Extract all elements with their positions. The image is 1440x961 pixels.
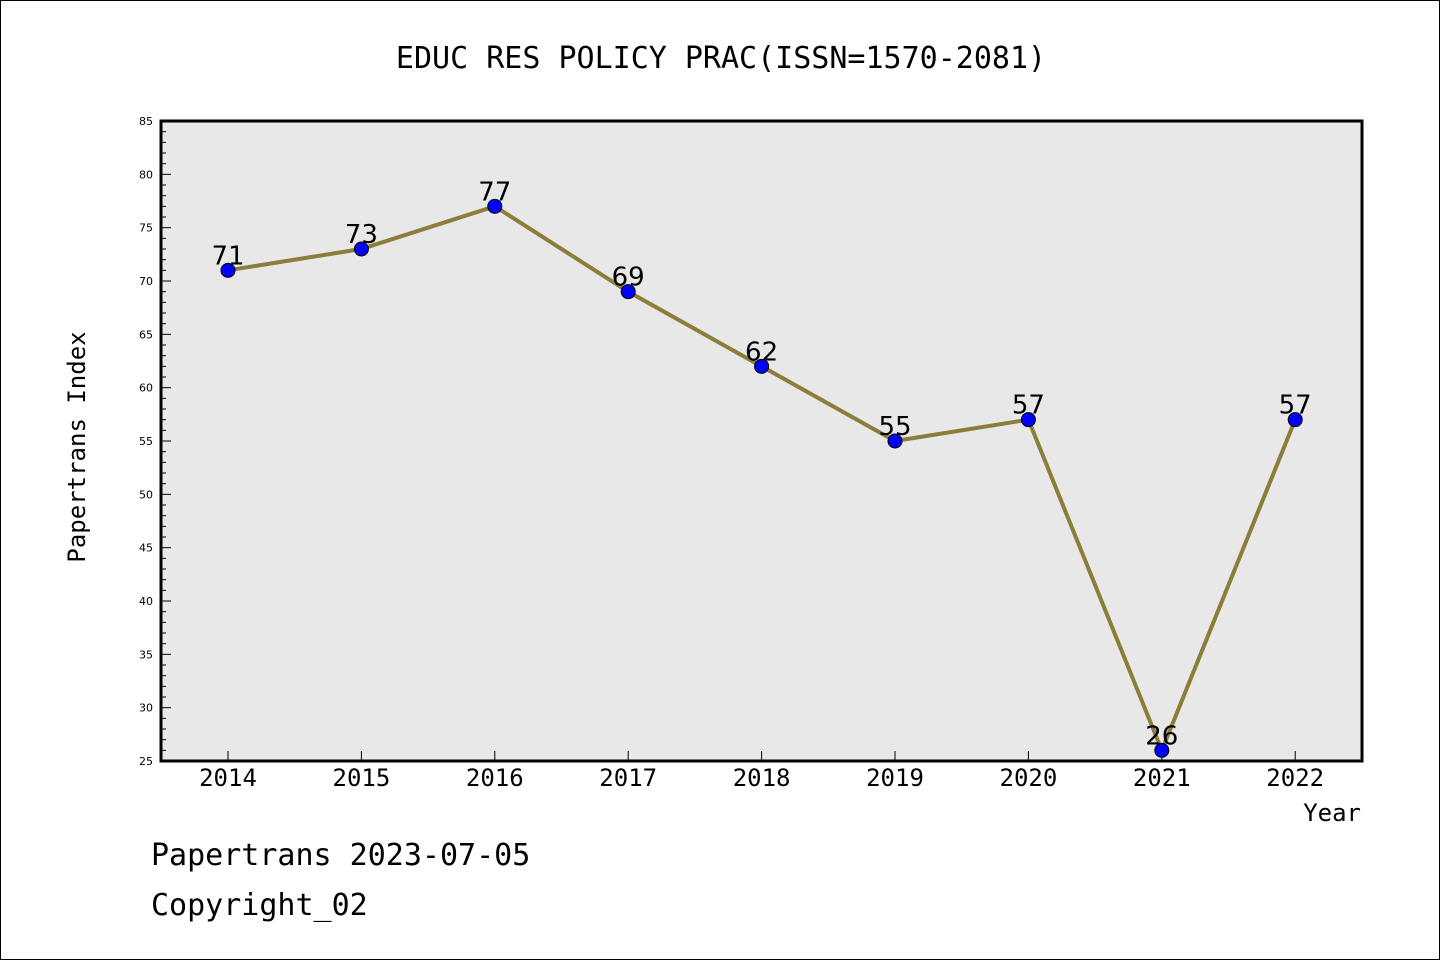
y-tick-label: 35 — [139, 648, 153, 661]
data-label-2021: 26 — [1145, 721, 1178, 751]
data-label-2014: 71 — [211, 241, 244, 271]
footer-copyright: Copyright_02 — [151, 888, 368, 923]
y-tick-label: 45 — [139, 542, 153, 555]
footer-date: Papertrans 2023-07-05 — [151, 838, 530, 873]
y-tick-label: 85 — [139, 115, 153, 128]
x-tick-label: 2017 — [599, 764, 657, 792]
y-tick-label: 55 — [139, 435, 153, 448]
data-point-2021 — [1154, 742, 1170, 758]
data-label-2020: 57 — [1012, 391, 1045, 421]
data-label-2015: 73 — [345, 220, 378, 250]
y-tick-label: 30 — [139, 702, 153, 715]
y-tick-label: 70 — [139, 275, 153, 288]
series-group: 71 73 77 69 62 55 57 26 57 — [211, 177, 1312, 758]
data-point-2020 — [1020, 412, 1036, 428]
data-point-2014 — [220, 262, 236, 278]
data-label-2018: 62 — [745, 337, 778, 367]
y-tick-label: 25 — [139, 755, 153, 768]
x-axis-title: Year — [1303, 799, 1361, 827]
chart-title: EDUC RES POLICY PRAC(ISSN=1570-2081) — [396, 41, 1046, 76]
y-tick-label: 60 — [139, 382, 153, 395]
data-point-2017 — [620, 284, 636, 300]
data-point-2022 — [1287, 412, 1303, 428]
plot-area — [159, 119, 1364, 763]
x-tick-label: 2022 — [1266, 764, 1324, 792]
x-tick-label: 2016 — [466, 764, 524, 792]
x-axis-ticks: 2014 2015 2016 2017 2018 2019 2020 2021 2022 — [199, 751, 1324, 792]
y-axis-ticks: 25 30 35 40 45 50 55 60 65 70 75 80 85 — [139, 115, 171, 768]
x-tick-label: 2014 — [199, 764, 257, 792]
y-tick-label: 65 — [139, 328, 153, 341]
data-point-2015 — [353, 241, 369, 257]
x-tick-label: 2018 — [733, 764, 791, 792]
y-tick-label: 80 — [139, 168, 153, 181]
x-tick-label: 2019 — [866, 764, 924, 792]
data-point-2016 — [487, 198, 503, 214]
data-label-2022: 57 — [1279, 391, 1312, 421]
x-tick-label: 2015 — [333, 764, 391, 792]
data-label-2016: 77 — [478, 177, 511, 207]
data-label-2019: 55 — [878, 412, 911, 442]
data-point-2018 — [754, 358, 770, 374]
y-tick-label: 50 — [139, 488, 153, 501]
data-point-2019 — [887, 433, 903, 449]
x-tick-label: 2020 — [1000, 764, 1058, 792]
data-label-2017: 69 — [612, 263, 645, 293]
y-tick-label: 40 — [139, 595, 153, 608]
y-tick-label: 75 — [139, 222, 153, 235]
x-tick-label: 2021 — [1133, 764, 1191, 792]
y-axis-title: Papertrans Index — [63, 331, 91, 562]
